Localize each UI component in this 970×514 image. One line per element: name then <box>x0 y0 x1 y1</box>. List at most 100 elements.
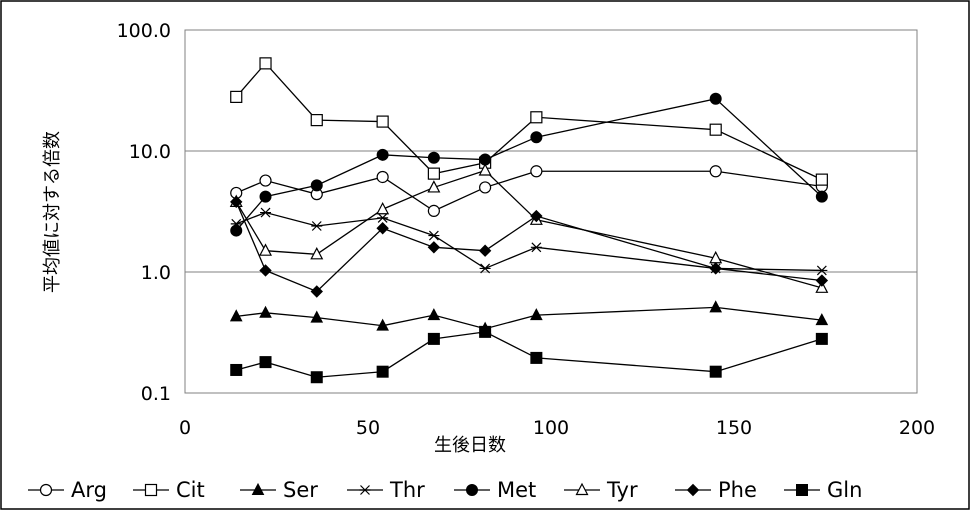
data-point-arg <box>709 165 722 178</box>
legend-marker-tyr <box>575 482 589 496</box>
data-point-tyr <box>376 201 390 215</box>
grid-layer <box>185 150 917 273</box>
data-point-cit <box>310 114 323 127</box>
legend-label-ser: Ser <box>283 478 318 502</box>
data-point-thr <box>260 207 272 218</box>
data-point-tyr <box>259 243 273 256</box>
series-layer <box>229 57 829 384</box>
data-point-phe <box>230 195 243 209</box>
legend-item-phe: Phe <box>675 478 757 502</box>
legend-marker-gln <box>796 484 808 496</box>
data-point-ser <box>310 310 324 323</box>
data-point-cit <box>427 167 440 180</box>
x-axis-title: 生後日数 <box>434 435 506 456</box>
data-point-cit <box>230 90 243 103</box>
data-point-phe <box>310 285 323 298</box>
data-point-phe <box>709 262 722 275</box>
data-point-cit <box>815 173 828 186</box>
data-point-phe <box>376 222 389 235</box>
legend-marker-met <box>466 484 478 496</box>
legend: Arg Cit Ser Thr Met Tyr Phe Gln <box>28 478 862 502</box>
legend-marker-phe <box>686 483 700 497</box>
legend-item-thr: Thr <box>347 478 425 502</box>
data-point-ser <box>530 308 543 321</box>
data-point-phe <box>815 274 829 287</box>
legend-label-tyr: Tyr <box>606 478 638 502</box>
legend-label-arg: Arg <box>71 478 107 502</box>
data-point-gln <box>230 363 243 376</box>
series-met <box>230 92 828 237</box>
data-point-arg <box>259 174 272 187</box>
legend-label-met: Met <box>497 478 536 502</box>
x-tick-label: 150 <box>716 417 752 439</box>
data-point-met <box>709 92 722 105</box>
y-tick-label: 100.0 <box>117 20 171 42</box>
data-point-arg <box>376 170 389 184</box>
data-point-gln <box>376 365 389 378</box>
legend-marker-cit <box>144 483 158 497</box>
data-point-cit <box>259 57 272 70</box>
x-tick-label: 100 <box>533 417 569 439</box>
legend-item-ser: Ser <box>240 478 318 502</box>
data-point-phe <box>427 241 441 254</box>
x-tick-label: 0 <box>179 417 191 439</box>
data-point-gln <box>530 351 543 364</box>
series-phe <box>230 195 829 298</box>
data-point-gln <box>427 332 440 345</box>
data-point-met <box>259 190 272 203</box>
y-tick-label: 10.0 <box>129 141 171 163</box>
data-point-ser <box>427 308 441 321</box>
legend-item-met: Met <box>454 478 536 502</box>
legend-item-cit: Cit <box>133 478 205 502</box>
data-point-arg <box>530 165 543 178</box>
data-point-met <box>815 190 828 203</box>
data-point-thr <box>816 265 828 276</box>
legend-marker-arg <box>39 483 53 497</box>
data-point-cit <box>376 115 389 128</box>
legend-label-gln: Gln <box>827 478 862 502</box>
data-point-arg <box>427 204 440 217</box>
legend-label-cit: Cit <box>176 478 205 502</box>
y-tick-labels: 0.1 1.0 10.0 100.0 <box>117 20 171 405</box>
data-point-met <box>376 148 389 161</box>
data-point-met <box>230 224 243 237</box>
y-tick-label: 0.1 <box>141 383 171 405</box>
data-point-tyr <box>310 247 324 260</box>
data-point-thr <box>479 263 491 274</box>
data-point-phe <box>478 244 492 257</box>
plot-area <box>184 29 918 394</box>
data-point-phe <box>259 264 272 277</box>
data-point-ser <box>709 300 723 313</box>
data-point-tyr <box>815 280 829 293</box>
data-point-met <box>427 151 440 164</box>
legend-label-thr: Thr <box>389 478 425 502</box>
data-point-ser <box>259 305 272 318</box>
data-point-gln <box>815 332 828 345</box>
legend-item-gln: Gln <box>784 478 862 502</box>
data-point-met <box>310 179 323 192</box>
y-axis-title: 平均値に対する倍数 <box>42 131 63 293</box>
legend-marker-ser <box>251 482 265 495</box>
data-point-gln <box>709 365 722 378</box>
data-point-tyr <box>478 163 492 176</box>
data-point-tyr <box>427 180 441 193</box>
data-point-phe <box>530 209 543 223</box>
legend-item-tyr: Tyr <box>564 478 638 502</box>
data-point-gln <box>259 356 272 369</box>
data-point-cit <box>709 123 722 136</box>
y-tick-label: 1.0 <box>141 262 171 284</box>
data-point-met <box>530 131 543 144</box>
data-point-ser <box>229 309 243 322</box>
legend-marker-thr <box>359 485 371 495</box>
data-point-gln <box>479 325 492 338</box>
data-point-cit <box>530 111 543 124</box>
data-point-thr <box>428 230 440 241</box>
data-point-ser <box>376 318 389 331</box>
data-point-arg <box>479 181 492 194</box>
x-tick-label: 200 <box>899 417 935 439</box>
x-tick-label: 50 <box>356 417 380 439</box>
data-point-ser <box>815 313 829 326</box>
series-gln <box>230 325 828 384</box>
